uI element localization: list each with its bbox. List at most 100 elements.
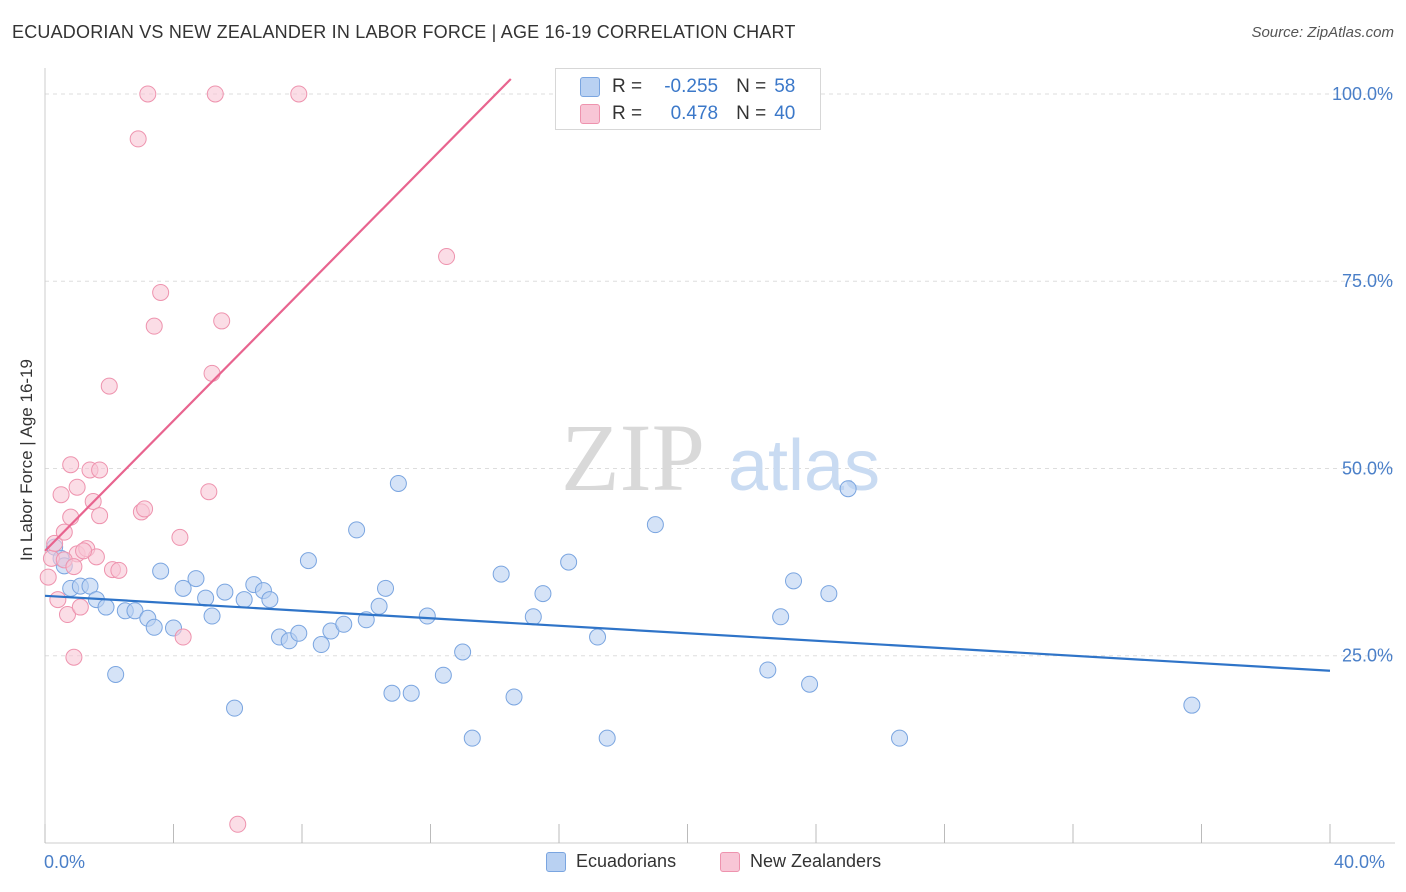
- ecuadorian-point: [335, 615, 353, 633]
- ecuadorians-trendline: [44, 594, 1331, 672]
- ecuadorian-point: [261, 591, 279, 609]
- n-value: 58: [774, 76, 796, 97]
- ecuadorian-point: [203, 607, 221, 625]
- gridlines: [45, 93, 1395, 657]
- ecuadorian-point: [492, 565, 510, 583]
- ecuadorian-point: [434, 666, 452, 684]
- new-zealander-point: [68, 478, 86, 496]
- ecuadorian-point: [454, 643, 472, 661]
- new-zealander-point: [145, 317, 163, 335]
- ecuadorian-point: [97, 598, 115, 616]
- new-zealander-point: [206, 85, 224, 103]
- ecuadorian-point: [145, 618, 163, 636]
- legend-item-ecuadorians[interactable]: Ecuadorians: [546, 851, 676, 872]
- new-zealander-point: [91, 507, 109, 525]
- new-zealander-point: [139, 85, 157, 103]
- new-zealander-point: [200, 483, 218, 501]
- ecuadorian-point: [197, 589, 215, 607]
- ecuadorian-point: [839, 480, 857, 498]
- new-zealander-point: [71, 598, 89, 616]
- ecuadorian-point: [646, 516, 664, 534]
- watermark-zip: ZIP: [561, 404, 705, 511]
- y-tick-label: 25.0%: [1342, 646, 1393, 666]
- new-zealander-point: [171, 528, 189, 546]
- new-zealanders-swatch: [580, 104, 600, 124]
- ecuadorians-swatch: [580, 77, 600, 97]
- ecuadorian-point: [216, 583, 234, 601]
- new-zealander-point: [100, 377, 118, 395]
- n-label: N =: [736, 103, 767, 124]
- new-zealanders-trendline: [44, 78, 512, 552]
- ecuadorians-points: [46, 474, 1201, 747]
- ecuadorian-point: [402, 684, 420, 702]
- ecuadorian-point: [505, 688, 523, 706]
- ecuadorian-point: [299, 552, 317, 570]
- new-zealander-point: [49, 591, 67, 609]
- ecuadorian-point: [524, 608, 542, 626]
- ecuadorian-point: [389, 474, 407, 492]
- ecuadorian-point: [348, 521, 366, 539]
- ecuadorian-point: [126, 602, 144, 620]
- y-tick-label: 100.0%: [1332, 84, 1393, 104]
- new-zealander-point: [62, 456, 80, 474]
- y-tick-labels: 25.0% 50.0% 75.0% 100.0%: [1332, 84, 1393, 666]
- new-zealander-point: [203, 364, 221, 382]
- new-zealander-point: [438, 248, 456, 266]
- n-label: N =: [736, 76, 767, 97]
- legend-label-ecuadorians: Ecuadorians: [576, 851, 677, 871]
- new-zealander-point: [39, 568, 57, 586]
- ecuadorian-point: [772, 608, 790, 626]
- ecuadorian-point: [560, 553, 578, 571]
- watermark-atlas: atlas: [728, 426, 880, 506]
- ecuadorian-point: [589, 628, 607, 646]
- source-label: Source: ZipAtlas.com: [1251, 24, 1394, 41]
- ecuadorian-point: [174, 579, 192, 597]
- new-zealander-point: [65, 558, 83, 576]
- new-zealander-point: [46, 534, 64, 552]
- stats-row-new-zealanders: R = 0.478 N = 40: [580, 100, 795, 128]
- ecuadorian-point: [759, 661, 777, 679]
- trendlines: [44, 78, 1331, 672]
- new-zealander-point: [290, 85, 308, 103]
- new-zealander-point: [213, 312, 231, 330]
- ecuadorian-point: [383, 684, 401, 702]
- new-zealander-point: [52, 486, 70, 504]
- new-zealander-point: [174, 628, 192, 646]
- ecuadorian-point: [463, 729, 481, 747]
- new-zealander-point: [75, 542, 93, 560]
- legend-swatch-new-zealanders: [720, 851, 740, 872]
- ecuadorian-point: [820, 585, 838, 603]
- y-tick-label: 75.0%: [1342, 271, 1393, 291]
- bottom-legend: Ecuadorians New Zealanders: [0, 851, 1406, 879]
- ecuadorian-point: [418, 607, 436, 625]
- new-zealander-point: [129, 130, 147, 148]
- ecuadorian-point: [534, 585, 552, 603]
- ecuadorian-point: [152, 562, 170, 580]
- n-value: 40: [774, 103, 796, 124]
- new-zealander-point: [152, 283, 170, 301]
- ecuadorian-point: [801, 675, 819, 693]
- legend-item-new-zealanders[interactable]: New Zealanders: [720, 851, 881, 872]
- ecuadorian-point: [377, 579, 395, 597]
- watermark: ZIP atlas: [561, 404, 880, 511]
- axes: [44, 68, 1395, 844]
- ecuadorian-point: [785, 572, 803, 590]
- y-tick-label: 50.0%: [1342, 458, 1393, 478]
- new-zealander-point: [62, 508, 80, 526]
- r-label: R =: [612, 103, 643, 124]
- chart-title: ECUADORIAN VS NEW ZEALANDER IN LABOR FOR…: [12, 22, 796, 42]
- ecuadorian-point: [598, 729, 616, 747]
- stats-row-ecuadorians: R = -0.255 N = 58: [580, 73, 795, 101]
- new-zealander-point: [110, 561, 128, 579]
- new-zealander-point: [136, 500, 154, 518]
- ecuadorian-point: [1183, 696, 1201, 714]
- x-tick-min: 0.0%: [44, 852, 86, 872]
- new-zealander-point: [91, 461, 109, 479]
- ecuadorian-point: [226, 699, 244, 717]
- new-zealander-point: [58, 606, 76, 624]
- ecuadorian-point: [312, 636, 330, 654]
- r-label: R =: [612, 76, 643, 97]
- stats-legend: R = -0.255 N = 58 R = 0.478 N = 40: [555, 68, 821, 130]
- x-tick-max: 40.0%: [1334, 852, 1386, 872]
